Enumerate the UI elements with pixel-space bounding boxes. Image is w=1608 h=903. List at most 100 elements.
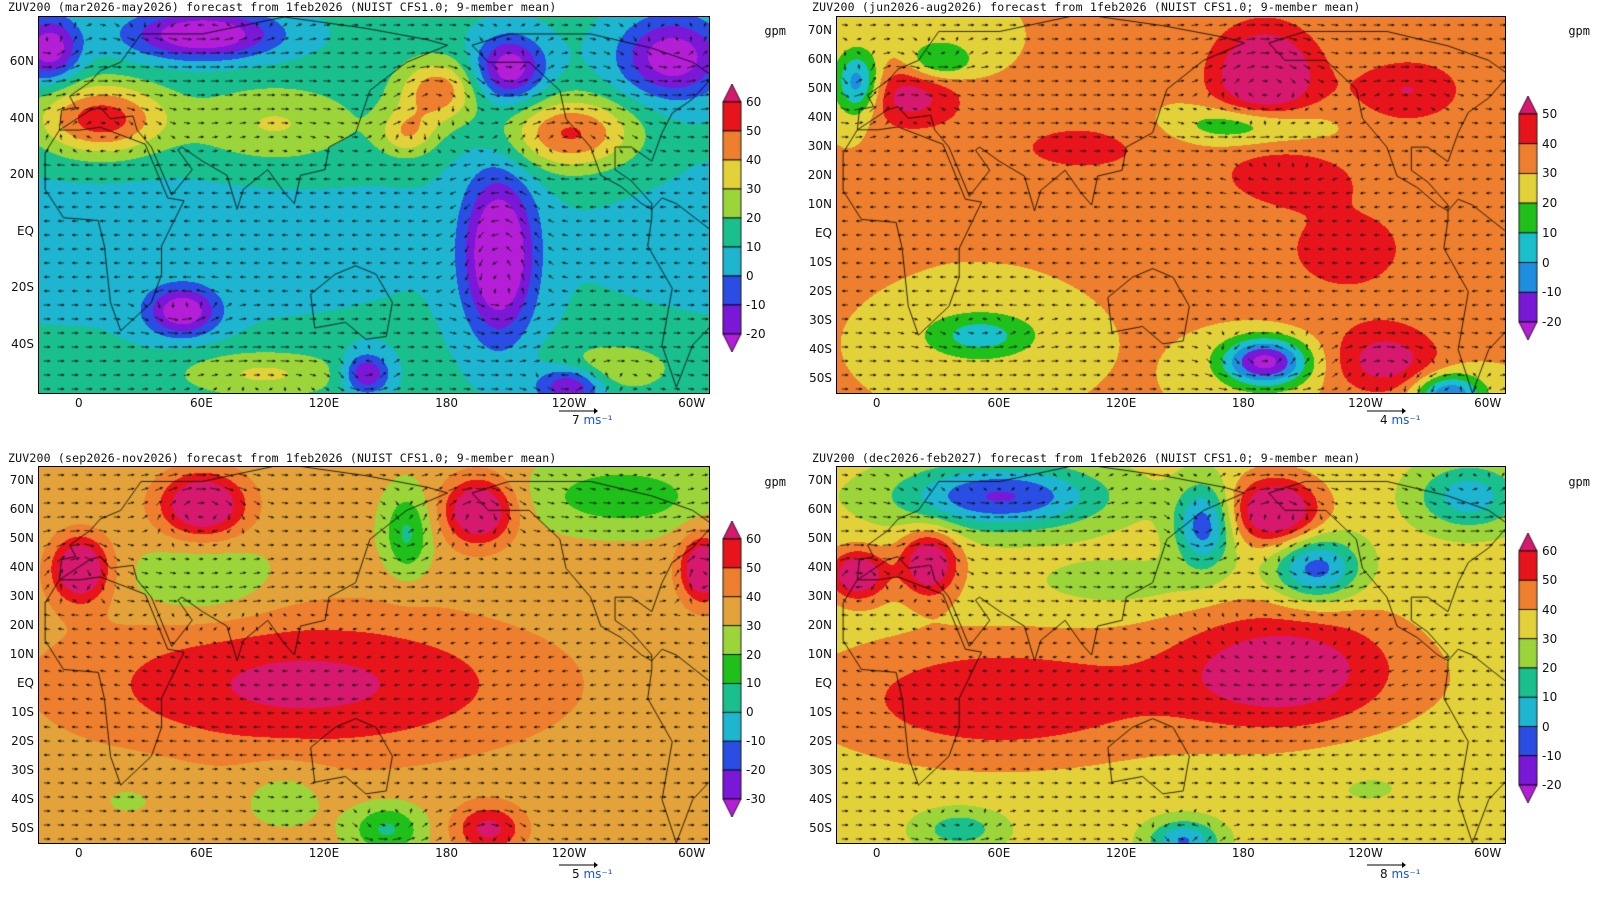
- latitude-tick-label: 10N: [9, 647, 34, 661]
- longitude-tick-label: 120W: [551, 846, 587, 860]
- panel-son: ZUV200 (sep2026-nov2026) forecast from 1…: [0, 451, 804, 902]
- latitude-tick-label: 10N: [807, 197, 832, 211]
- latitude-tick-label: 70N: [9, 473, 34, 488]
- longitude-tick-label: 0: [75, 846, 83, 860]
- latitude-tick-label: 40S: [809, 791, 832, 806]
- latitude-tick-label: 60N: [9, 54, 34, 69]
- colorbar-tick-label: 20: [1542, 196, 1558, 211]
- latitude-tick-label: 30N: [807, 139, 832, 154]
- reference-value: 4: [1380, 413, 1388, 427]
- latitude-tick-label: 50N: [807, 531, 832, 546]
- latitude-tick-label: 40N: [9, 560, 34, 575]
- colorbar-tick-label: 40: [1542, 136, 1558, 151]
- colorbar-tick-label: 40: [746, 153, 762, 167]
- colorbar-tick-label: 50: [746, 560, 762, 575]
- latitude-tick-label: 40S: [11, 336, 34, 351]
- latitude-tick-label: 70N: [807, 23, 832, 38]
- longitude-tick-label: 120E: [1105, 396, 1137, 410]
- colorbar: [722, 521, 742, 817]
- latitude-tick-label: 60N: [9, 502, 34, 517]
- latitude-tick-label: 50S: [809, 370, 832, 385]
- longitude-tick-label: 60W: [1474, 396, 1502, 410]
- unit-label: gpm: [1568, 475, 1590, 489]
- colorbar-tick-label: 50: [746, 124, 762, 138]
- reference-unit: ms⁻¹: [583, 867, 613, 881]
- latitude-tick-label: 50S: [11, 820, 34, 835]
- colorbar-tick-label: 20: [746, 647, 762, 662]
- colorbar-tick-label: 30: [746, 182, 762, 196]
- panel-jja: ZUV200 (jun2026-aug2026) forecast from 1…: [804, 0, 1608, 451]
- latitude-tick-label: 20N: [807, 618, 832, 633]
- colorbar-tick-label: 50: [1542, 107, 1558, 121]
- panel-djf: ZUV200 (dec2026-feb2027) forecast from 1…: [804, 451, 1608, 902]
- latitude-tick-label: 30N: [807, 589, 832, 604]
- colorbar: [722, 84, 742, 352]
- latitude-tick-label: 20S: [11, 733, 34, 748]
- map-plot: [836, 16, 1506, 394]
- longitude-tick-label: 180: [1231, 846, 1255, 860]
- colorbar: [1518, 533, 1538, 803]
- longitude-tick-label: 120E: [308, 846, 340, 860]
- latitude-tick-label: 20S: [809, 283, 832, 298]
- longitude-tick-label: 60W: [1474, 846, 1502, 860]
- longitude-tick-label: 120E: [1105, 846, 1137, 860]
- colorbar-tick-label: 50: [1542, 573, 1558, 588]
- longitude-tick-label: 60E: [987, 396, 1011, 410]
- colorbar-tick-label: 10: [746, 240, 762, 254]
- map-plot: [38, 466, 710, 844]
- reference-unit: ms⁻¹: [1391, 867, 1421, 881]
- latitude-tick-label: 50N: [807, 81, 832, 96]
- latitude-tick-label: 30S: [809, 312, 832, 327]
- reference-arrow-icon: [559, 408, 598, 414]
- latitude-tick-label: 10S: [809, 254, 832, 269]
- latitude-tick-label: 30S: [809, 762, 832, 777]
- longitude-tick-label: 60E: [987, 846, 1011, 860]
- latitude-tick-label: EQ: [814, 225, 832, 240]
- colorbar-tick-label: 40: [1542, 602, 1558, 617]
- longitude-tick-label: 60E: [189, 396, 213, 410]
- latitude-tick-label: 40N: [9, 110, 34, 125]
- reference-value: 8: [1380, 867, 1388, 881]
- latitude-tick-label: 20S: [809, 733, 832, 748]
- colorbar-tick-label: -10: [746, 734, 766, 749]
- longitude-tick-label: 60E: [189, 846, 213, 860]
- latitude-tick-label: 40S: [809, 341, 832, 356]
- longitude-tick-label: 180: [435, 396, 458, 410]
- latitude-tick-label: 50N: [9, 531, 34, 546]
- longitude-tick-label: 60W: [678, 846, 706, 860]
- colorbar-tick-label: -10: [1542, 285, 1562, 300]
- longitude-tick-label: 60W: [678, 396, 706, 410]
- colorbar-tick-label: -30: [746, 792, 766, 806]
- latitude-tick-label: 20S: [11, 280, 34, 295]
- colorbar-tick-label: 20: [1542, 661, 1558, 675]
- colorbar-tick-label: 10: [746, 676, 762, 691]
- unit-label: gpm: [1568, 24, 1590, 38]
- colorbar-tick-label: -20: [746, 763, 766, 778]
- colorbar-tick-label: 0: [1542, 255, 1550, 270]
- panel-title: ZUV200 (jun2026-aug2026) forecast from 1…: [812, 0, 1361, 14]
- longitude-tick-label: 120W: [1348, 846, 1383, 860]
- colorbar-tick-label: -10: [1542, 748, 1562, 763]
- latitude-tick-label: 70N: [807, 473, 832, 488]
- latitude-tick-label: 60N: [807, 502, 832, 517]
- colorbar-tick-label: 10: [1542, 690, 1558, 705]
- latitude-tick-label: 60N: [807, 52, 832, 67]
- latitude-tick-label: 10N: [807, 647, 832, 661]
- longitude-tick-label: 120W: [551, 396, 587, 410]
- colorbar: [1518, 96, 1538, 340]
- panel-title: ZUV200 (dec2026-feb2027) forecast from 1…: [812, 451, 1361, 465]
- panel-title: ZUV200 (mar2026-may2026) forecast from 1…: [8, 0, 557, 14]
- colorbar-tick-label: 40: [746, 589, 762, 604]
- unit-label: gpm: [764, 475, 786, 489]
- latitude-tick-label: 20N: [9, 618, 34, 633]
- colorbar-tick-label: 60: [1542, 544, 1558, 558]
- latitude-tick-label: EQ: [16, 675, 34, 690]
- reference-arrow-icon: [559, 862, 598, 868]
- panel-title: ZUV200 (sep2026-nov2026) forecast from 1…: [8, 451, 557, 465]
- latitude-tick-label: 10S: [11, 704, 34, 719]
- reference-unit: ms⁻¹: [583, 413, 613, 427]
- colorbar-tick-label: -20: [746, 327, 766, 341]
- longitude-tick-label: 180: [435, 846, 458, 860]
- latitude-tick-label: 30S: [11, 762, 34, 777]
- longitude-tick-label: 0: [872, 396, 881, 410]
